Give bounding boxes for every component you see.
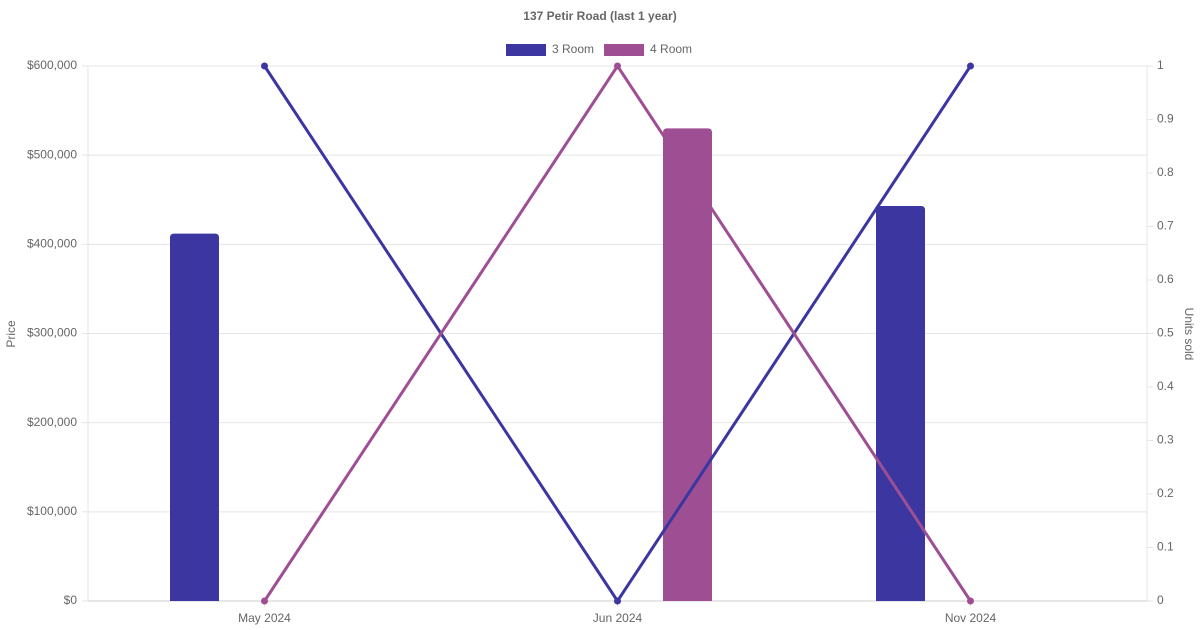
y-tick-label: $500,000 (27, 147, 77, 161)
y2-tick-label: 0.2 (1157, 486, 1174, 500)
y-axis-label: Price (4, 320, 18, 348)
bar (170, 233, 219, 601)
y2-tick-label: 0.5 (1157, 326, 1174, 340)
legend-swatch (506, 44, 546, 56)
y-tick-label: $300,000 (27, 326, 77, 340)
legend-swatch (604, 44, 645, 56)
y-tick-label: $400,000 (27, 237, 77, 251)
y2-tick-label: 0.1 (1157, 540, 1174, 554)
y2-tick-label: 0.3 (1157, 433, 1174, 447)
y-tick-label: $0 (64, 593, 78, 607)
y-tick-label: $600,000 (27, 58, 77, 72)
y2-tick-label: 0.7 (1157, 219, 1174, 233)
chart-title: 137 Petir Road (last 1 year) (523, 9, 676, 23)
y2-tick-label: 0.6 (1157, 272, 1174, 286)
line-point (614, 597, 621, 605)
y2-tick-label: 0.8 (1157, 165, 1174, 179)
legend-label: 3 Room (552, 42, 594, 56)
y-tick-label: $100,000 (27, 504, 77, 518)
y2-axis-label: Units sold (1182, 308, 1196, 361)
y2-tick-label: 1 (1157, 58, 1164, 72)
line-point (967, 597, 974, 605)
y2-tick-label: 0 (1157, 593, 1164, 607)
y-tick-label: $200,000 (27, 415, 77, 429)
x-tick-label: Jun 2024 (593, 611, 643, 625)
y2-tick-label: 0.9 (1157, 112, 1174, 126)
bar (876, 205, 925, 601)
x-tick-label: Nov 2024 (945, 611, 997, 625)
x-tick-label: May 2024 (238, 611, 291, 625)
legend-label: 4 Room (650, 42, 692, 56)
bar (663, 128, 712, 601)
line-point (261, 597, 268, 605)
line-point (614, 62, 621, 70)
line-point (967, 62, 974, 70)
line-point (261, 62, 268, 70)
y2-tick-label: 0.4 (1157, 379, 1174, 393)
